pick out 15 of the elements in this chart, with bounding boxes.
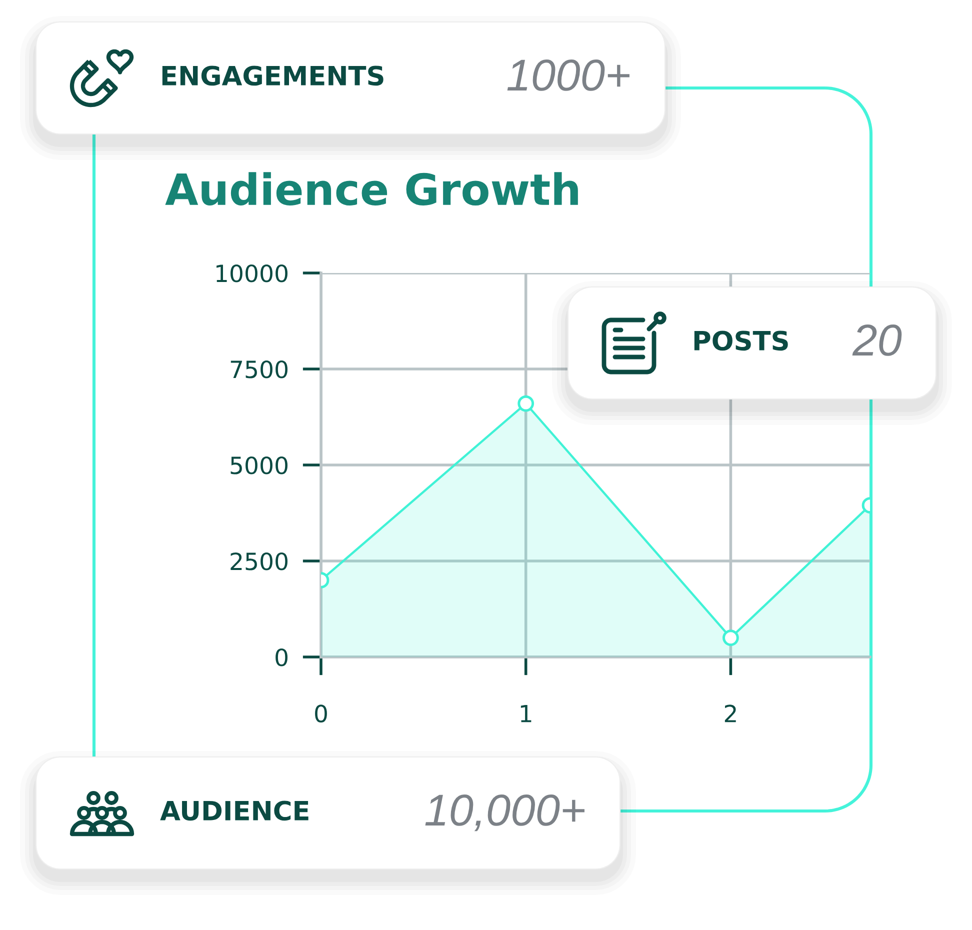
y-tick-label: 5000 (230, 456, 288, 474)
y-tick-label: 0 (276, 648, 288, 666)
chart-title: Audience Growth (165, 172, 578, 206)
text: AUDIENCE (160, 800, 308, 821)
text: 1000+ (507, 59, 630, 91)
x-tick-label: 1 (520, 704, 532, 722)
text: 10,000+ (425, 794, 584, 832)
y-tick-label: 10000 (216, 264, 288, 282)
annotation: POSTS (694, 330, 788, 351)
y-tick-label: 7500 (230, 360, 288, 378)
text: ENGAGEMENTS (162, 66, 384, 86)
x-tick-label: 0 (315, 704, 327, 722)
x-tick-label: 2 (724, 704, 736, 722)
annotation: 20 (852, 324, 902, 356)
y-tick-label: 2500 (230, 552, 288, 570)
